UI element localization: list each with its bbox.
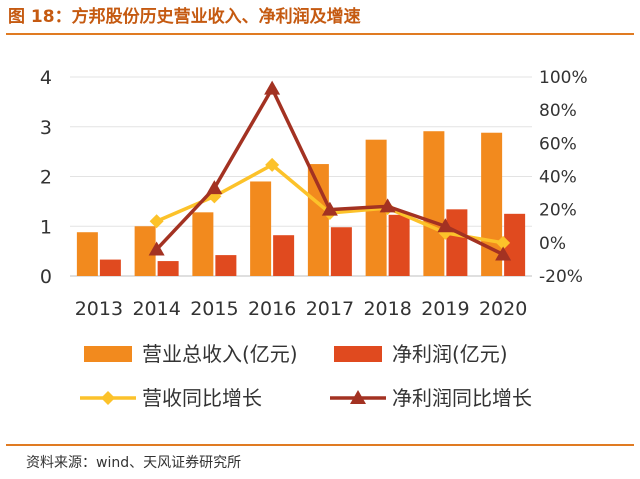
profit-bar bbox=[330, 227, 352, 276]
legend-marker bbox=[350, 390, 366, 404]
right-tick-label: -20% bbox=[539, 267, 583, 287]
revenue-growth-marker bbox=[265, 157, 280, 172]
right-tick-label: 100% bbox=[539, 68, 588, 88]
profit-growth-marker bbox=[206, 180, 223, 195]
revenue-bar bbox=[307, 164, 329, 276]
revenue-bar bbox=[76, 232, 98, 276]
legend-label: 净利润(亿元) bbox=[392, 342, 508, 366]
left-tick-label: 1 bbox=[40, 216, 52, 238]
legend-label: 营业总收入(亿元) bbox=[142, 342, 298, 366]
bottom-rule bbox=[6, 444, 634, 446]
profit-growth-marker bbox=[264, 80, 281, 95]
legend-label: 净利润同比增长 bbox=[392, 386, 532, 410]
right-tick-label: 20% bbox=[539, 201, 577, 221]
x-tick-label: 2020 bbox=[479, 298, 527, 320]
left-tick-label: 3 bbox=[40, 117, 52, 139]
profit-bar bbox=[388, 214, 410, 276]
revenue-bar bbox=[192, 212, 214, 276]
x-tick-label: 2019 bbox=[421, 298, 469, 320]
figure-title: 图 18：方邦股份历史营业收入、净利润及增速 bbox=[8, 7, 361, 27]
revenue-growth-marker bbox=[149, 214, 164, 229]
chart: 0 1 2 3 4 -20% 0% 20% 40% 60% 80% 100% 2013 2014 201… bbox=[40, 67, 588, 410]
source-note: 资料来源：wind、天风证券研究所 bbox=[26, 455, 242, 471]
profit-growth-marker bbox=[379, 198, 396, 213]
x-tick-label: 2018 bbox=[363, 298, 411, 320]
left-tick-label: 4 bbox=[40, 67, 52, 89]
legend-swatch bbox=[334, 346, 382, 362]
profit-growth-marker bbox=[495, 246, 512, 261]
left-tick-label: 2 bbox=[40, 167, 52, 189]
profit-bar bbox=[446, 209, 468, 276]
profit-bar bbox=[273, 235, 295, 276]
revenue-bar bbox=[423, 131, 445, 276]
profit-bar bbox=[504, 213, 526, 276]
x-tick-label: 2013 bbox=[75, 298, 123, 320]
right-tick-label: 60% bbox=[539, 134, 577, 154]
x-tick-label: 2016 bbox=[248, 298, 296, 320]
legend-label: 营收同比增长 bbox=[142, 386, 262, 410]
x-tick-label: 2017 bbox=[306, 298, 354, 320]
profit-bar bbox=[99, 259, 121, 276]
profit-growth-marker bbox=[148, 241, 165, 256]
right-tick-label: 80% bbox=[539, 101, 577, 121]
legend-marker bbox=[101, 391, 115, 405]
profit-growth-marker bbox=[321, 201, 338, 216]
revenue-bar bbox=[250, 181, 272, 276]
left-tick-label: 0 bbox=[40, 266, 52, 288]
x-tick-label: 2015 bbox=[190, 298, 238, 320]
right-tick-label: 40% bbox=[539, 168, 577, 188]
revenue-bar bbox=[134, 226, 156, 276]
legend-swatch bbox=[84, 346, 132, 362]
profit-bar bbox=[215, 255, 237, 276]
top-rule bbox=[6, 33, 634, 35]
right-tick-label: 0% bbox=[539, 234, 566, 254]
profit-bar bbox=[157, 261, 179, 276]
x-tick-label: 2014 bbox=[132, 298, 180, 320]
revenue-growth-marker bbox=[496, 235, 511, 250]
profit-growth-marker bbox=[437, 218, 454, 233]
